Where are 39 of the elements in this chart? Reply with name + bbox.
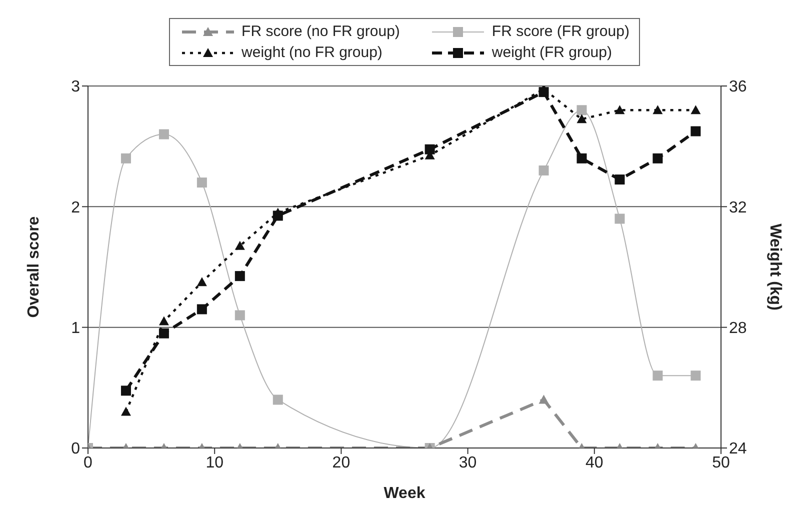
point: [652, 153, 663, 164]
y2-tick-label: 36: [729, 78, 747, 96]
legend-label: FR score (no FR group): [242, 23, 400, 40]
point: [120, 406, 131, 416]
point: [576, 114, 587, 124]
point: [576, 153, 587, 164]
point: [158, 328, 169, 338]
y2-tick-label: 32: [729, 199, 747, 216]
x-tick-label: 20: [332, 454, 350, 472]
y2-tick-label: 28: [729, 320, 747, 338]
y-tick-label: 3: [71, 78, 80, 96]
y-tick-label: 1: [71, 320, 80, 338]
legend-label: FR score (FR group): [492, 23, 630, 40]
x-tick-label: 30: [458, 454, 477, 472]
point: [690, 126, 701, 136]
point: [614, 174, 625, 185]
legend-label: weight (FR group): [492, 44, 612, 61]
point: [424, 144, 435, 154]
point: [234, 271, 245, 282]
point: [196, 277, 207, 286]
x-tick-label: 0: [84, 454, 93, 472]
point: [234, 240, 245, 250]
x-axis-title: Week: [384, 485, 426, 502]
y-tick-label: 2: [71, 199, 80, 216]
x-tick-label: 10: [206, 454, 224, 472]
point: [690, 105, 701, 114]
x-tick-label: 40: [586, 454, 604, 472]
point: [120, 386, 131, 396]
point: [196, 304, 207, 314]
y-tick-label: 0: [71, 440, 80, 458]
point: [652, 105, 663, 114]
y-axis-title: Overall score: [26, 216, 43, 318]
x-tick-label: 50: [712, 454, 730, 472]
point: [538, 86, 549, 94]
legend-label: weight (no FR group): [242, 44, 382, 61]
y2-axis-title: Weight (kg): [766, 224, 784, 310]
y2-tick-label: 24: [729, 440, 747, 458]
point: [614, 105, 625, 114]
point: [158, 316, 169, 326]
